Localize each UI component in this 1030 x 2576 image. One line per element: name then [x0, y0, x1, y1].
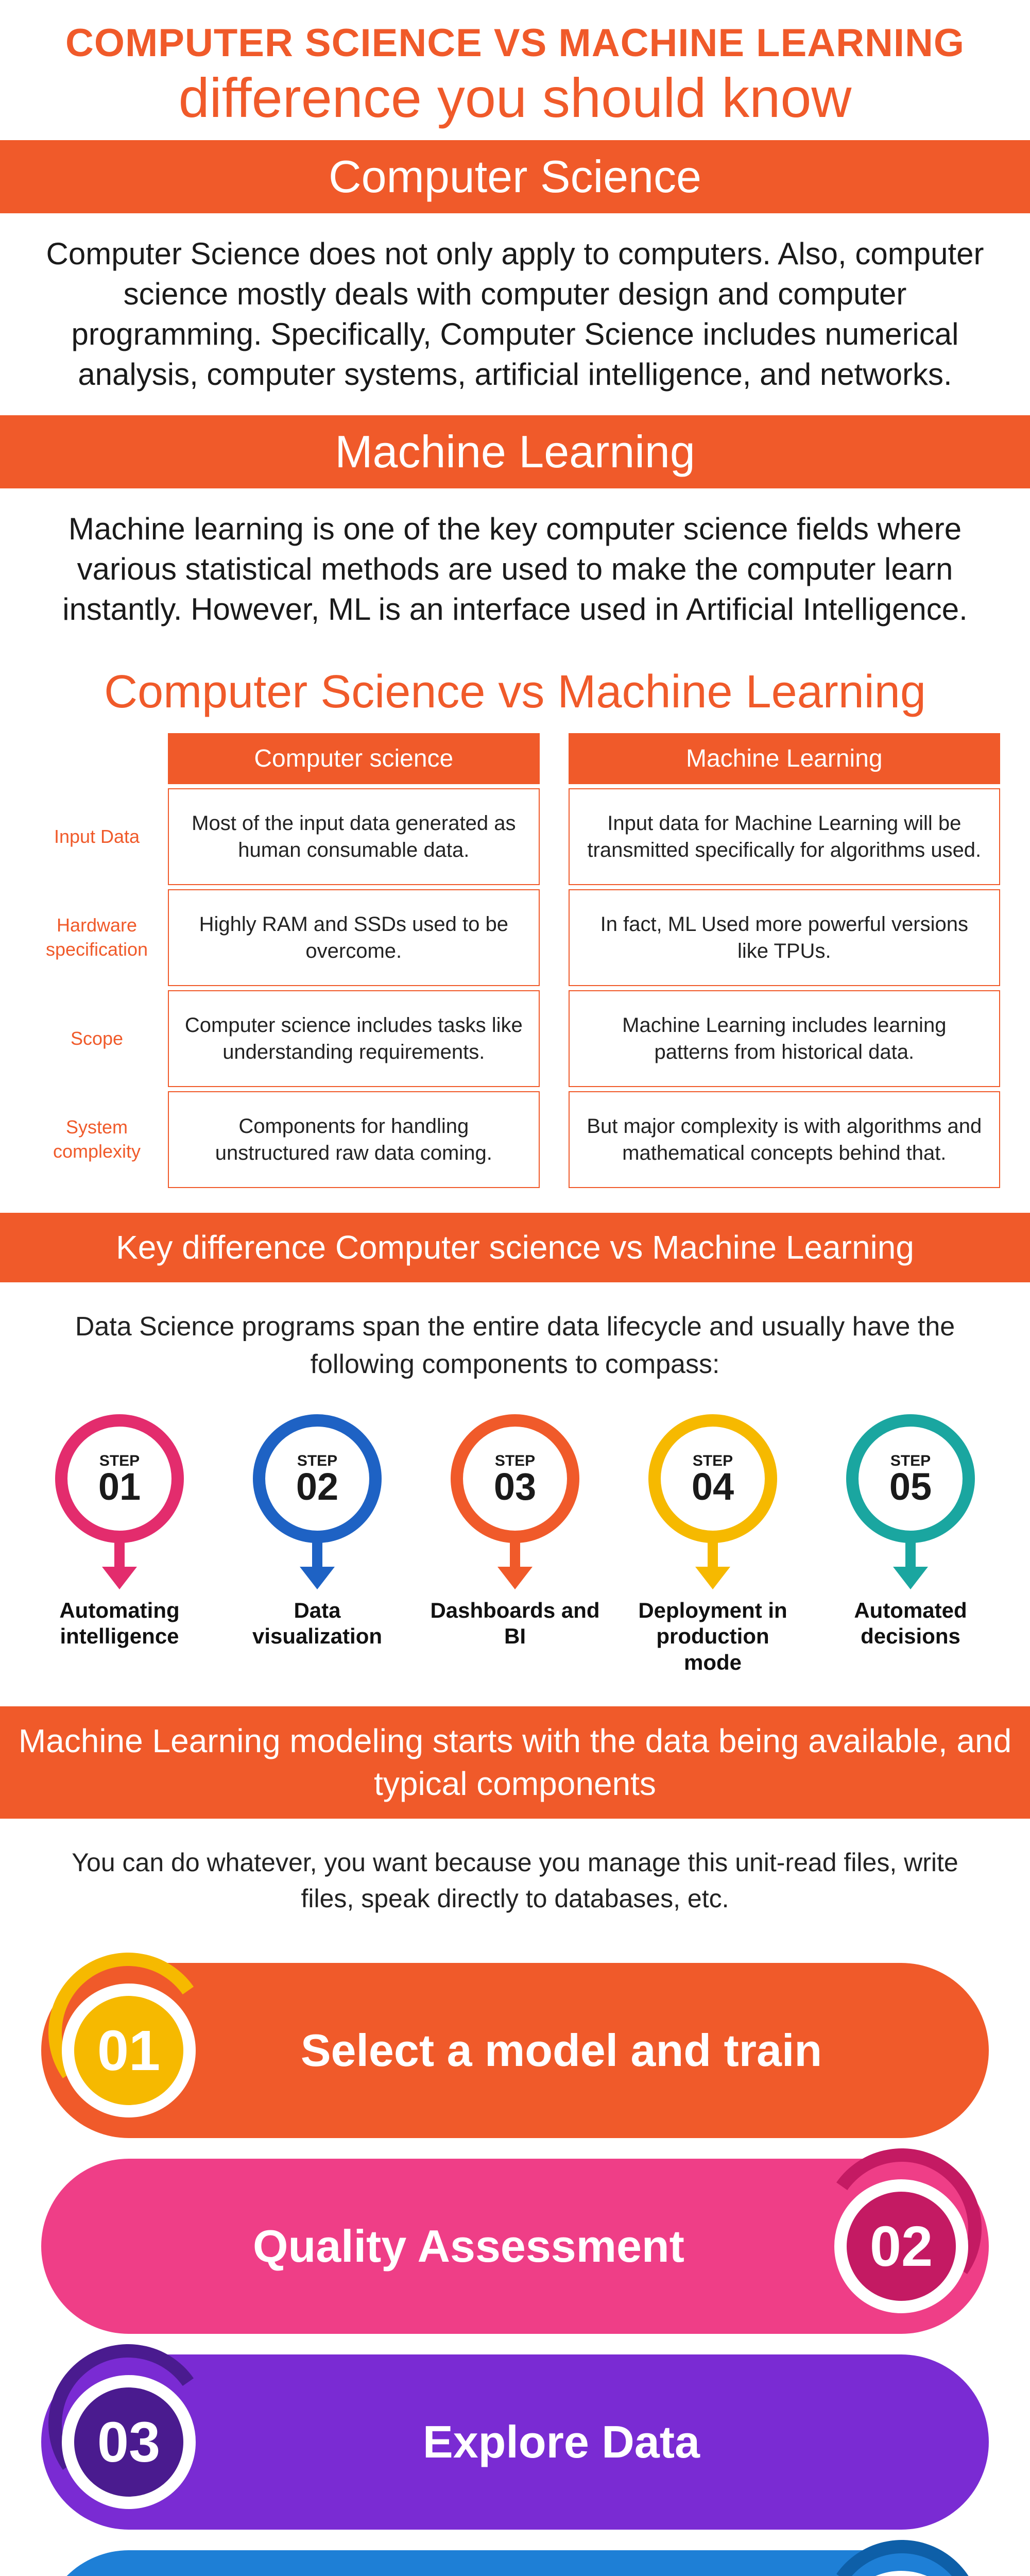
table-cell-cs: Computer science includes tasks like und…: [168, 990, 540, 1087]
step-item: STEP01 Automating intelligence: [32, 1414, 207, 1675]
arrow-down-icon: [497, 1531, 533, 1589]
modeling-pills: 01Select a model and train 02Quality Asse…: [0, 1963, 1030, 2576]
table-cell-ml: In fact, ML Used more powerful versions …: [569, 889, 1000, 986]
table-row-label: Input Data: [30, 788, 164, 885]
infographic-container: COMPUTER SCIENCE VS MACHINE LEARNING dif…: [0, 0, 1030, 2576]
arrow-down-icon: [695, 1531, 730, 1589]
arrow-down-icon: [102, 1531, 137, 1589]
step-circle: STEP03: [451, 1414, 579, 1543]
step-label: Dashboards and BI: [427, 1598, 603, 1650]
step-label: Data visualization: [230, 1598, 405, 1650]
pill-number-badge: 03: [62, 2375, 196, 2509]
table-cell-cs: Components for handling unstructured raw…: [168, 1091, 540, 1188]
step-item: STEP02 Data visualization: [230, 1414, 405, 1675]
modeling-pill: 01Select a model and train: [41, 1963, 989, 2138]
step-number: 05: [889, 1470, 932, 1504]
table-col-header-ml: Machine Learning: [569, 733, 1000, 784]
header-title-line1: COMPUTER SCIENCE VS MACHINE LEARNING: [31, 21, 999, 65]
modeling-pill: 02Quality Assessment: [41, 2159, 989, 2334]
cs-section-title: Computer Science: [0, 140, 1030, 213]
step-label: Automated decisions: [823, 1598, 998, 1650]
keydiff-intro: Data Science programs span the entire da…: [0, 1282, 1030, 1399]
step-circle: STEP01: [55, 1414, 184, 1543]
modeling-banner: Machine Learning modeling starts with th…: [0, 1706, 1030, 1819]
page-header: COMPUTER SCIENCE VS MACHINE LEARNING dif…: [0, 0, 1030, 140]
steps-row: STEP01 Automating intelligence STEP02 Data …: [0, 1399, 1030, 1706]
arrow-down-icon: [300, 1531, 335, 1589]
table-row: ScopeComputer science includes tasks lik…: [30, 990, 1000, 1087]
step-number: 02: [296, 1470, 338, 1504]
table-row-label: System complexity: [30, 1091, 164, 1188]
step-item: STEP05 Automated decisions: [823, 1414, 998, 1675]
arrow-down-icon: [893, 1531, 928, 1589]
table-col-header-cs: Computer science: [168, 733, 540, 784]
step-circle: STEP05: [846, 1414, 975, 1543]
pill-number-badge: 01: [62, 1984, 196, 2117]
table-row: Input DataMost of the input data generat…: [30, 788, 1000, 885]
table-cell-cs: Most of the input data generated as huma…: [168, 788, 540, 885]
step-number: 04: [692, 1470, 734, 1504]
step-number: 03: [494, 1470, 536, 1504]
step-circle: STEP02: [253, 1414, 382, 1543]
table-cell-cs: Highly RAM and SSDs used to be overcome.: [168, 889, 540, 986]
pill-label: Quality Assessment: [41, 2220, 834, 2273]
step-number: 01: [98, 1470, 141, 1504]
step-circle: STEP04: [648, 1414, 777, 1543]
vs-section-title: Computer Science vs Machine Learning: [0, 650, 1030, 729]
table-row-label: Scope: [30, 990, 164, 1087]
table-cell-ml: Input data for Machine Learning will be …: [569, 788, 1000, 885]
comparison-table: Computer science Machine Learning Input …: [26, 729, 1004, 1192]
header-title-line2: difference you should know: [31, 65, 999, 130]
step-item: STEP03 Dashboards and BI: [427, 1414, 603, 1675]
cs-section-body: Computer Science does not only apply to …: [0, 213, 1030, 415]
table-row: Hardware specificationHighly RAM and SSD…: [30, 889, 1000, 986]
ml-section-title: Machine Learning: [0, 415, 1030, 488]
modeling-pill: 03Explore Data: [41, 2354, 989, 2530]
modeling-intro: You can do whatever, you want because yo…: [0, 1819, 1030, 1942]
table-cell-ml: But major complexity is with algorithms …: [569, 1091, 1000, 1188]
pill-label: Explore Data: [196, 2416, 989, 2468]
pill-label: Select a model and train: [196, 2024, 989, 2077]
step-label: Automating intelligence: [32, 1598, 207, 1650]
modeling-pill: 04Prepare data: [41, 2550, 989, 2576]
step-label: Deployment in production mode: [625, 1598, 800, 1675]
pill-number-badge: 02: [834, 2179, 968, 2313]
badge-arc-icon: [809, 2528, 994, 2576]
table-row-label: Hardware specification: [30, 889, 164, 986]
keydiff-banner: Key difference Computer science vs Machi…: [0, 1213, 1030, 1282]
ml-section-body: Machine learning is one of the key compu…: [0, 488, 1030, 650]
table-cell-ml: Machine Learning includes learning patte…: [569, 990, 1000, 1087]
step-item: STEP04 Deployment in production mode: [625, 1414, 800, 1675]
table-row: System complexityComponents for handling…: [30, 1091, 1000, 1188]
